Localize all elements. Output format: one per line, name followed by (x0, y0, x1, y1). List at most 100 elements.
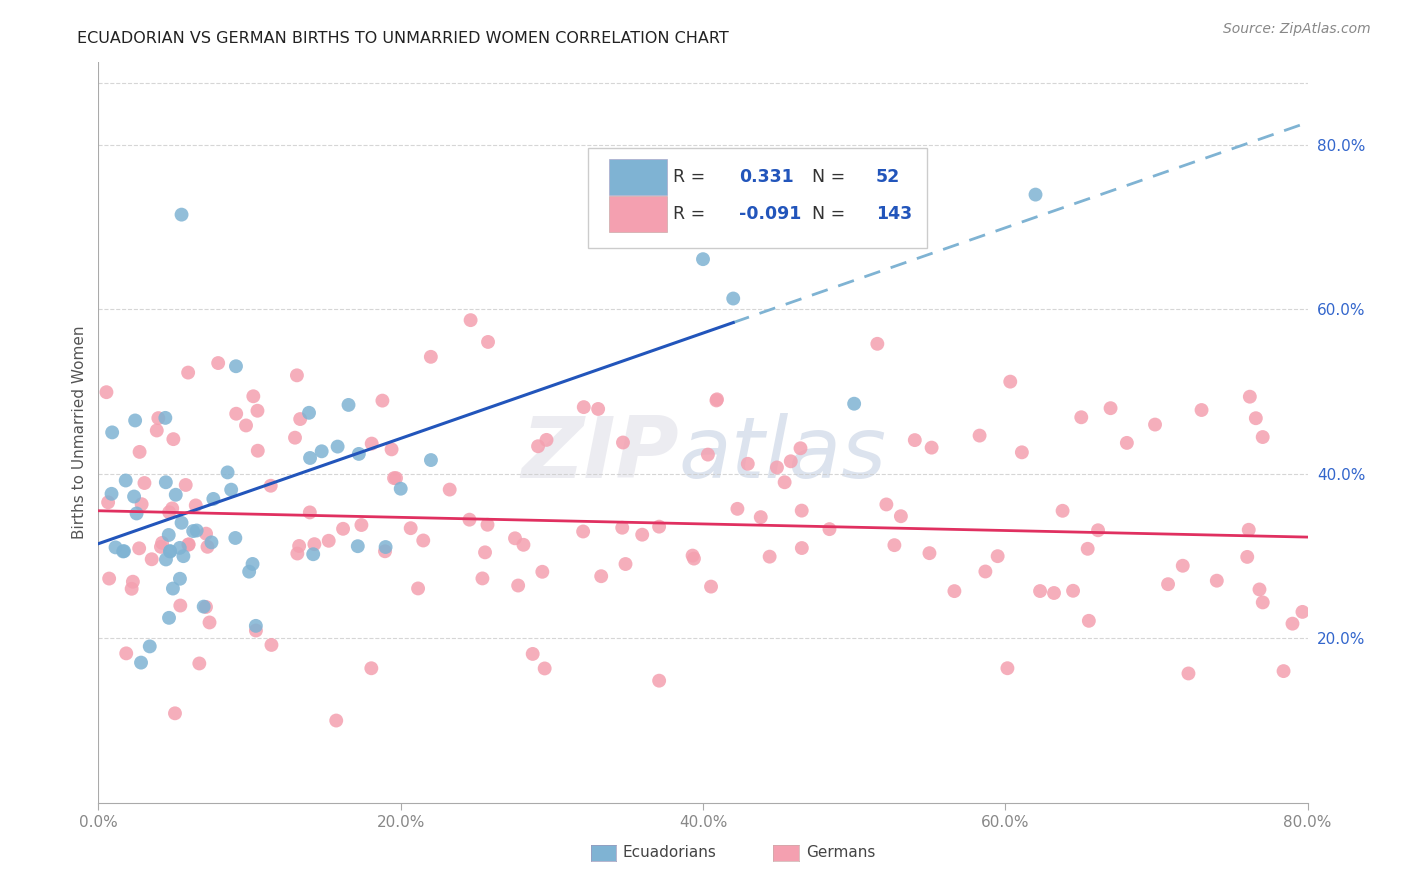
Point (304, 537, 326, 551)
Point (181, 524, 204, 538)
Point (725, 501, 748, 516)
Point (890, 509, 912, 524)
Point (169, 599, 191, 613)
Point (302, 547, 325, 561)
Point (382, 471, 405, 485)
Point (96, 385, 118, 400)
Point (242, 557, 264, 571)
Point (631, 527, 654, 541)
Point (149, 540, 172, 554)
Point (527, 439, 550, 453)
Point (155, 552, 177, 566)
Text: Germans: Germans (806, 846, 875, 860)
Point (921, 441, 943, 455)
Point (174, 478, 197, 492)
Point (385, 471, 408, 485)
Point (974, 565, 997, 579)
Point (163, 706, 186, 721)
Point (614, 557, 637, 571)
Point (246, 443, 269, 458)
Point (1244, 411, 1267, 425)
Point (1157, 577, 1180, 591)
Point (439, 483, 461, 497)
Point (170, 208, 193, 222)
Point (177, 537, 200, 551)
Point (1251, 595, 1274, 609)
Point (159, 544, 181, 558)
Point (1062, 583, 1084, 598)
Point (706, 392, 728, 407)
Point (737, 457, 759, 471)
Point (332, 522, 354, 536)
Point (1077, 541, 1099, 556)
Point (612, 521, 634, 535)
Point (818, 522, 841, 536)
Point (789, 442, 811, 456)
Point (1077, 614, 1099, 628)
Text: R =: R = (672, 169, 710, 186)
Point (112, 544, 135, 558)
Point (128, 541, 150, 556)
Point (188, 657, 211, 671)
Point (875, 498, 897, 512)
Point (1237, 523, 1260, 537)
Point (648, 673, 671, 688)
Point (1251, 430, 1274, 444)
Point (412, 533, 434, 548)
Point (131, 497, 153, 511)
Point (325, 714, 347, 728)
Point (100, 487, 122, 501)
Point (648, 519, 671, 533)
Text: ECUADORIAN VS GERMAN BIRTHS TO UNMARRIED WOMEN CORRELATION CHART: ECUADORIAN VS GERMAN BIRTHS TO UNMARRIED… (77, 31, 730, 46)
Point (1281, 616, 1303, 631)
Point (918, 546, 941, 560)
Point (536, 433, 558, 447)
Point (533, 661, 555, 675)
Point (235, 418, 257, 433)
Point (169, 541, 191, 555)
Point (389, 482, 412, 496)
Point (1099, 401, 1122, 416)
Point (844, 397, 866, 411)
Point (155, 410, 177, 425)
FancyBboxPatch shape (609, 160, 666, 195)
Text: ZIP: ZIP (522, 413, 679, 496)
Point (1291, 605, 1313, 619)
Point (177, 366, 200, 380)
Point (1171, 558, 1194, 573)
Point (202, 491, 225, 506)
Point (572, 400, 595, 414)
Point (374, 544, 396, 558)
Text: Source: ZipAtlas.com: Source: ZipAtlas.com (1223, 22, 1371, 37)
Point (381, 442, 404, 457)
Point (790, 541, 813, 555)
Point (197, 540, 219, 554)
Point (245, 619, 267, 633)
Point (531, 565, 554, 579)
Point (987, 549, 1010, 564)
Point (1029, 584, 1052, 599)
Point (586, 401, 609, 416)
Point (298, 406, 321, 420)
Point (184, 499, 207, 513)
Point (298, 505, 321, 519)
Point (219, 483, 242, 497)
Point (477, 334, 499, 349)
Point (1191, 403, 1213, 417)
Point (141, 552, 163, 566)
Point (969, 428, 991, 442)
Point (260, 479, 283, 493)
Point (260, 638, 283, 652)
Point (503, 531, 526, 545)
Point (128, 445, 150, 459)
Point (337, 398, 360, 412)
Point (471, 571, 494, 585)
Point (1000, 375, 1022, 389)
Point (242, 389, 264, 403)
Point (238, 565, 260, 579)
Point (692, 252, 714, 267)
Text: Ecuadorians: Ecuadorians (623, 846, 717, 860)
Point (170, 516, 193, 530)
Point (134, 475, 156, 490)
Point (1024, 187, 1046, 202)
